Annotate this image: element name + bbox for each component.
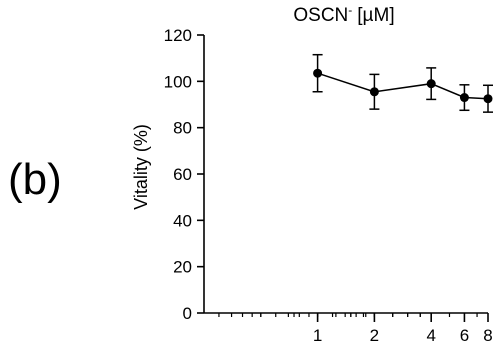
data-point [459, 93, 469, 103]
chart-title-main: OSCN [293, 5, 348, 26]
x-tick-label: 2 [370, 326, 379, 345]
x-tick-label: 4 [426, 326, 435, 345]
y-axis-label: Vitality (%) [131, 124, 151, 210]
chart-title-superscript: - [348, 3, 352, 17]
y-tick-label: 20 [173, 258, 192, 277]
chart-title-unit: [µM] [357, 5, 394, 26]
plot-area [312, 53, 493, 113]
data-point [483, 94, 493, 104]
panel-label: (b) [8, 155, 62, 204]
y-tick-label: 120 [164, 26, 192, 45]
chart-title: OSCN- [µM] [293, 3, 394, 26]
x-tick-label: 6 [460, 326, 469, 345]
data-point [369, 87, 379, 97]
data-point [313, 68, 323, 78]
y-tick-label: 40 [173, 211, 192, 230]
y-tick-label: 0 [183, 304, 192, 323]
data-point [426, 79, 436, 89]
axes: 0 20 40 60 80 100 120 1 2 4 6 8 [164, 26, 493, 345]
y-tick-label: 100 [164, 72, 192, 91]
y-tick-label: 80 [173, 119, 192, 138]
y-tick-label: 60 [173, 165, 192, 184]
x-tick-label: 1 [313, 326, 322, 345]
x-tick-label: 8 [483, 326, 492, 345]
